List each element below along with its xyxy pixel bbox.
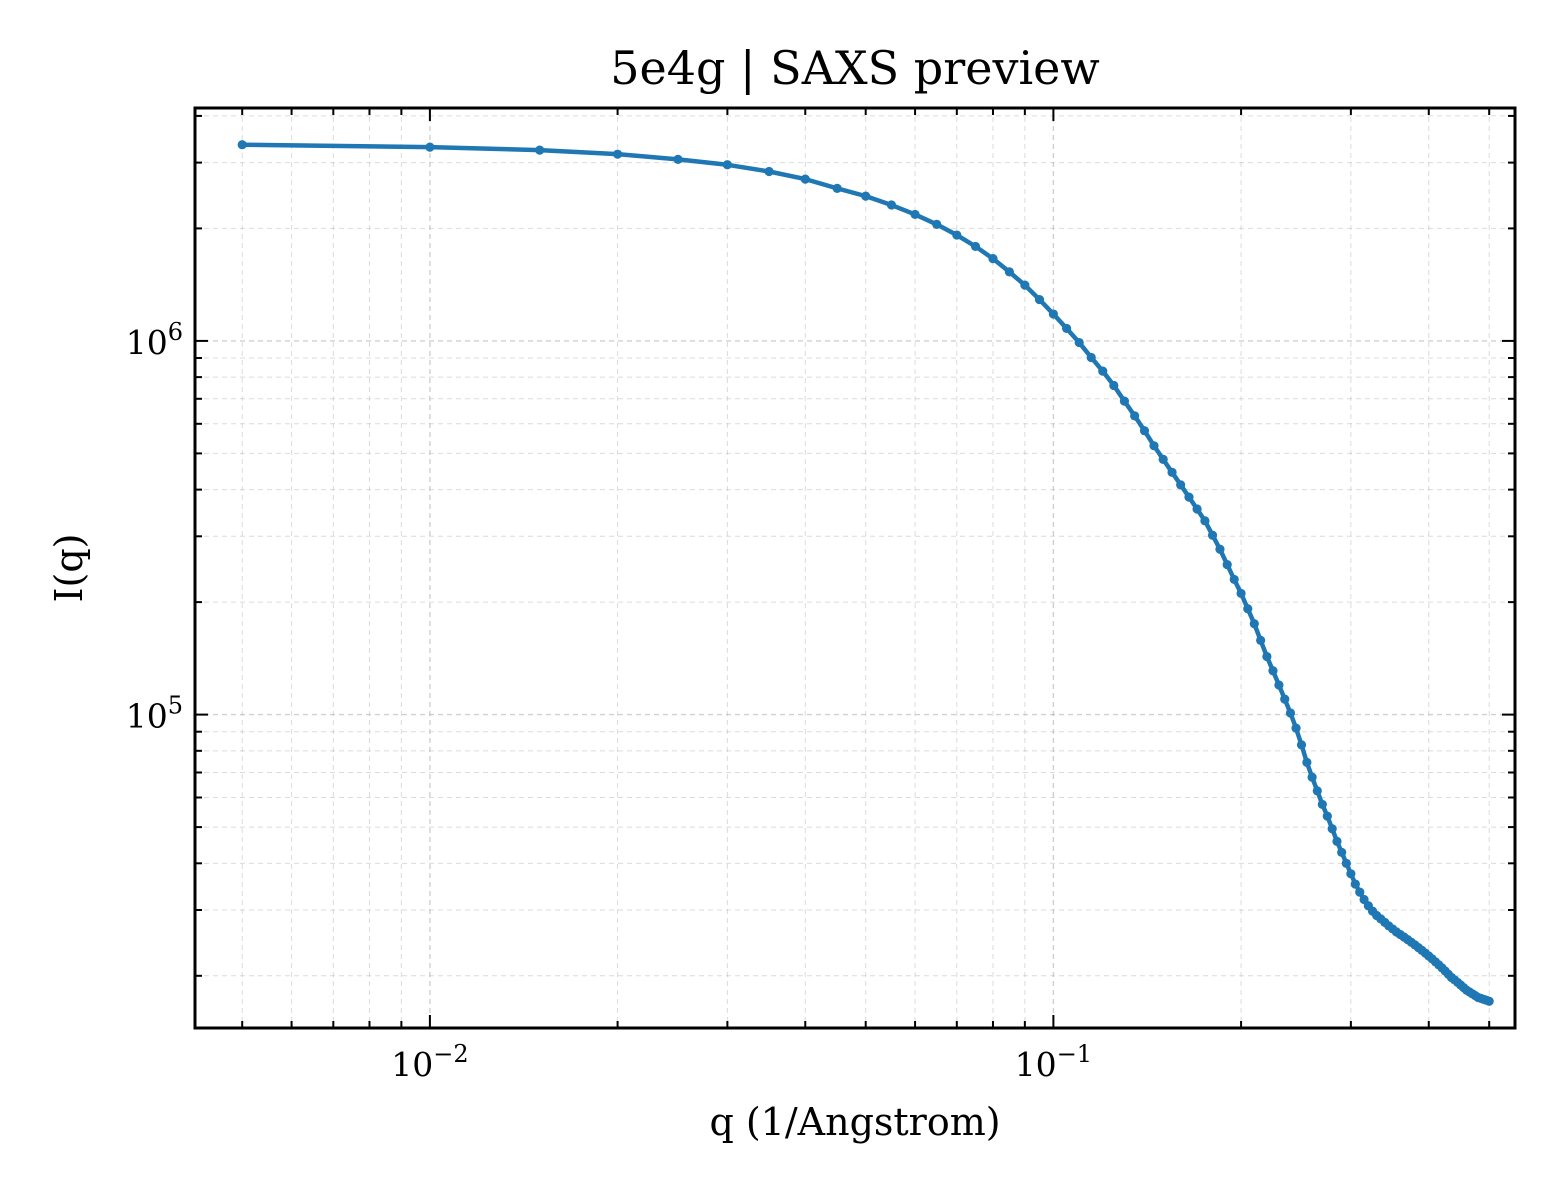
data-point xyxy=(1355,887,1365,897)
x-tick-label: 10−1 xyxy=(1015,1040,1092,1084)
data-point xyxy=(910,209,920,220)
data-point xyxy=(1262,651,1272,662)
data-point xyxy=(1167,467,1177,477)
data-point xyxy=(1149,441,1159,451)
data-point xyxy=(1048,309,1058,319)
data-point xyxy=(1307,772,1317,782)
data-point xyxy=(1350,879,1360,889)
data-point xyxy=(1176,480,1186,490)
grid xyxy=(195,108,1515,1028)
data-point xyxy=(1184,492,1194,502)
plot-frame xyxy=(193,106,1517,1030)
data-point xyxy=(1317,799,1327,810)
data-point xyxy=(886,200,897,210)
data-series xyxy=(237,140,1494,1006)
data-point xyxy=(1312,786,1322,796)
data-point xyxy=(1274,680,1284,690)
data-point xyxy=(1285,708,1296,718)
y-tick-label: 106 xyxy=(126,318,183,362)
data-point xyxy=(1327,824,1337,834)
data-point xyxy=(952,230,962,240)
data-point xyxy=(1302,757,1312,767)
data-point xyxy=(1034,294,1045,305)
data-point xyxy=(1074,337,1084,348)
data-point xyxy=(673,154,683,164)
data-point xyxy=(988,254,998,264)
data-point xyxy=(1229,574,1239,585)
data-point xyxy=(1086,352,1096,363)
data-point xyxy=(1337,847,1347,857)
data-point xyxy=(1236,588,1246,599)
data-point xyxy=(1346,869,1356,879)
data-point xyxy=(1139,426,1150,436)
data-point xyxy=(425,142,435,152)
data-point xyxy=(1243,604,1253,614)
data-point xyxy=(1249,619,1259,629)
data-point xyxy=(1062,323,1072,334)
data-point xyxy=(612,149,623,159)
data-point xyxy=(1268,666,1278,676)
data-point xyxy=(1222,560,1232,570)
data-point xyxy=(1004,267,1014,277)
data-point xyxy=(970,241,981,252)
data-point xyxy=(832,183,842,193)
data-point xyxy=(861,191,871,201)
data-point xyxy=(932,219,942,230)
data-point xyxy=(1192,504,1202,514)
chart-title: 5e4g | SAXS preview xyxy=(610,41,1100,95)
data-point xyxy=(237,140,247,150)
data-point xyxy=(1484,996,1494,1006)
data-point xyxy=(722,160,732,170)
data-point xyxy=(1280,694,1290,704)
data-point xyxy=(1256,635,1266,645)
data-point xyxy=(1215,544,1225,554)
data-point xyxy=(1207,530,1218,540)
data-point xyxy=(1341,858,1351,868)
data-point xyxy=(1291,723,1301,733)
x-axis-label: q (1/Angstrom) xyxy=(709,1100,1000,1144)
data-point xyxy=(1322,811,1332,821)
data-point xyxy=(535,145,545,155)
data-point xyxy=(764,166,774,177)
data-point xyxy=(1109,380,1119,391)
y-axis-label: I(q) xyxy=(47,534,91,603)
data-point xyxy=(1332,836,1342,846)
data-point xyxy=(1020,280,1030,290)
data-point xyxy=(1296,740,1307,750)
data-point xyxy=(1119,396,1130,406)
data-point xyxy=(1200,516,1210,526)
data-point xyxy=(1130,411,1140,421)
data-point xyxy=(1158,454,1168,464)
data-point xyxy=(800,174,810,184)
data-point xyxy=(1098,366,1108,376)
